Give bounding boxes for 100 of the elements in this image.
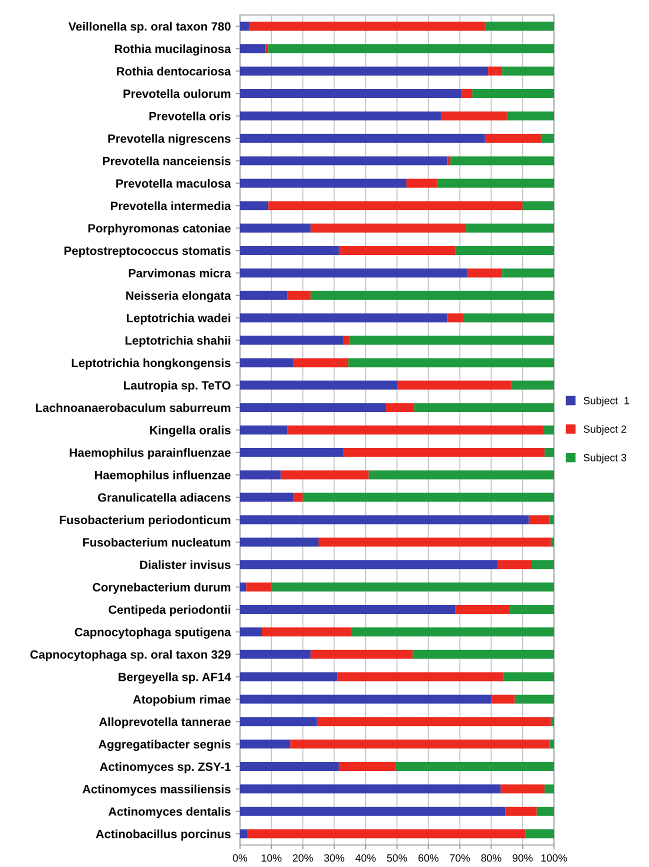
bar [544,448,554,457]
bar [287,426,544,434]
bar [412,650,554,659]
bar [268,201,523,210]
bar [386,403,414,412]
y-tick-label: Capnocytophaga sp. oral taxon 329 [30,650,231,662]
bar [240,246,339,256]
x-tick-label: 90% [512,854,533,862]
bar [468,268,502,278]
bar [502,268,554,278]
bar [466,224,554,233]
bar [338,762,396,771]
y-tick-label: Parvimonas micra [128,268,232,278]
y-tick-label: Lautropia sp. TeTO [124,380,230,392]
y-tick-label: Prevotella nigrescens [108,134,230,146]
x-tick-label: 30% [324,854,344,862]
bar [280,470,369,480]
bar [240,22,250,31]
bar [472,89,554,98]
bar [414,403,554,412]
y-tick-label: Centipeda periodontii [108,605,230,616]
bar [484,22,554,31]
bar [447,156,450,166]
bar [240,762,339,771]
y-tick-label: Actinomyces massiliensis [82,784,230,796]
bar [265,44,268,54]
bar [450,156,554,166]
bar [500,784,545,794]
y-tick-label: Neisseria elongata [126,291,232,302]
bar [240,806,506,816]
bar [240,627,262,636]
bar [290,740,550,749]
bar [544,784,554,794]
bar [240,604,456,614]
bar [506,111,554,120]
y-tick-label: Rothia mucilaginosa [114,44,232,56]
bar [461,89,472,98]
bar [240,515,529,524]
bar [240,426,288,434]
bar [240,672,338,682]
bar [240,178,406,188]
y-tick-label: Haemophilus influenzae [95,470,231,482]
y-tick-label: Prevotella maculosa [116,178,232,188]
y-tick-label: Leptotrichia hongkongensis [72,358,230,370]
y-tick-label: Rothia dentocariosa [116,66,232,76]
bar [528,515,550,524]
y-tick-label: Leptotrichia wadei [126,314,230,325]
y-tick-label: Granulicatella adiacens [98,492,230,502]
bar [536,806,554,816]
bar [310,650,413,659]
bar [510,604,554,614]
bar [240,134,485,143]
bar [337,672,504,682]
bar [240,740,290,749]
bar [484,134,542,143]
y-tick-label: Lachnoanaerobaculum saburreum [36,403,230,412]
bar [351,627,554,636]
legend-label: Subject 3 [584,454,626,464]
y-tick-label: Porphyromonas catoniae [88,224,231,235]
legend-label: Subject 2 [584,425,626,435]
bar [240,694,492,704]
bar [240,44,266,54]
bar [550,717,554,726]
bar [541,134,554,143]
bar [310,224,466,233]
bar [344,448,545,457]
bar [240,448,344,457]
bar [440,111,507,120]
y-tick-label: Prevotella intermedia [110,201,232,210]
bar [526,829,554,838]
bar [395,762,554,771]
x-tick-label: 70% [450,854,470,862]
bar [497,560,532,570]
y-tick-label: Capnocytophaga sputigena [74,628,232,639]
bar [502,66,554,76]
bar [491,694,515,704]
bar [318,538,551,547]
bar [368,470,554,480]
bar [249,22,485,31]
x-tick-label: 0% [232,854,248,862]
bar [240,89,462,98]
y-tick-label: Corynebacterium durum [92,582,230,594]
x-tick-label: 80% [481,854,502,862]
y-tick-label: Aggregatibacter segnis [98,740,230,751]
bar [462,313,554,322]
x-tick-label: 20% [292,854,313,862]
y-tick-label: Atopobium rimae [133,694,231,706]
x-tick-label: 100% [541,854,567,862]
y-tick-label: Bergeyella sp. AF14 [118,672,231,684]
bar [406,178,438,188]
bar [240,336,344,345]
y-tick-label: Prevotella oris [149,112,230,120]
bar [240,201,268,210]
bar [240,650,311,659]
bar [240,224,311,233]
bar [240,268,468,278]
bar [293,492,303,502]
bar [455,246,554,256]
y-tick-label: Peptostreptococcus stomatis [64,246,230,258]
bar [310,290,554,300]
